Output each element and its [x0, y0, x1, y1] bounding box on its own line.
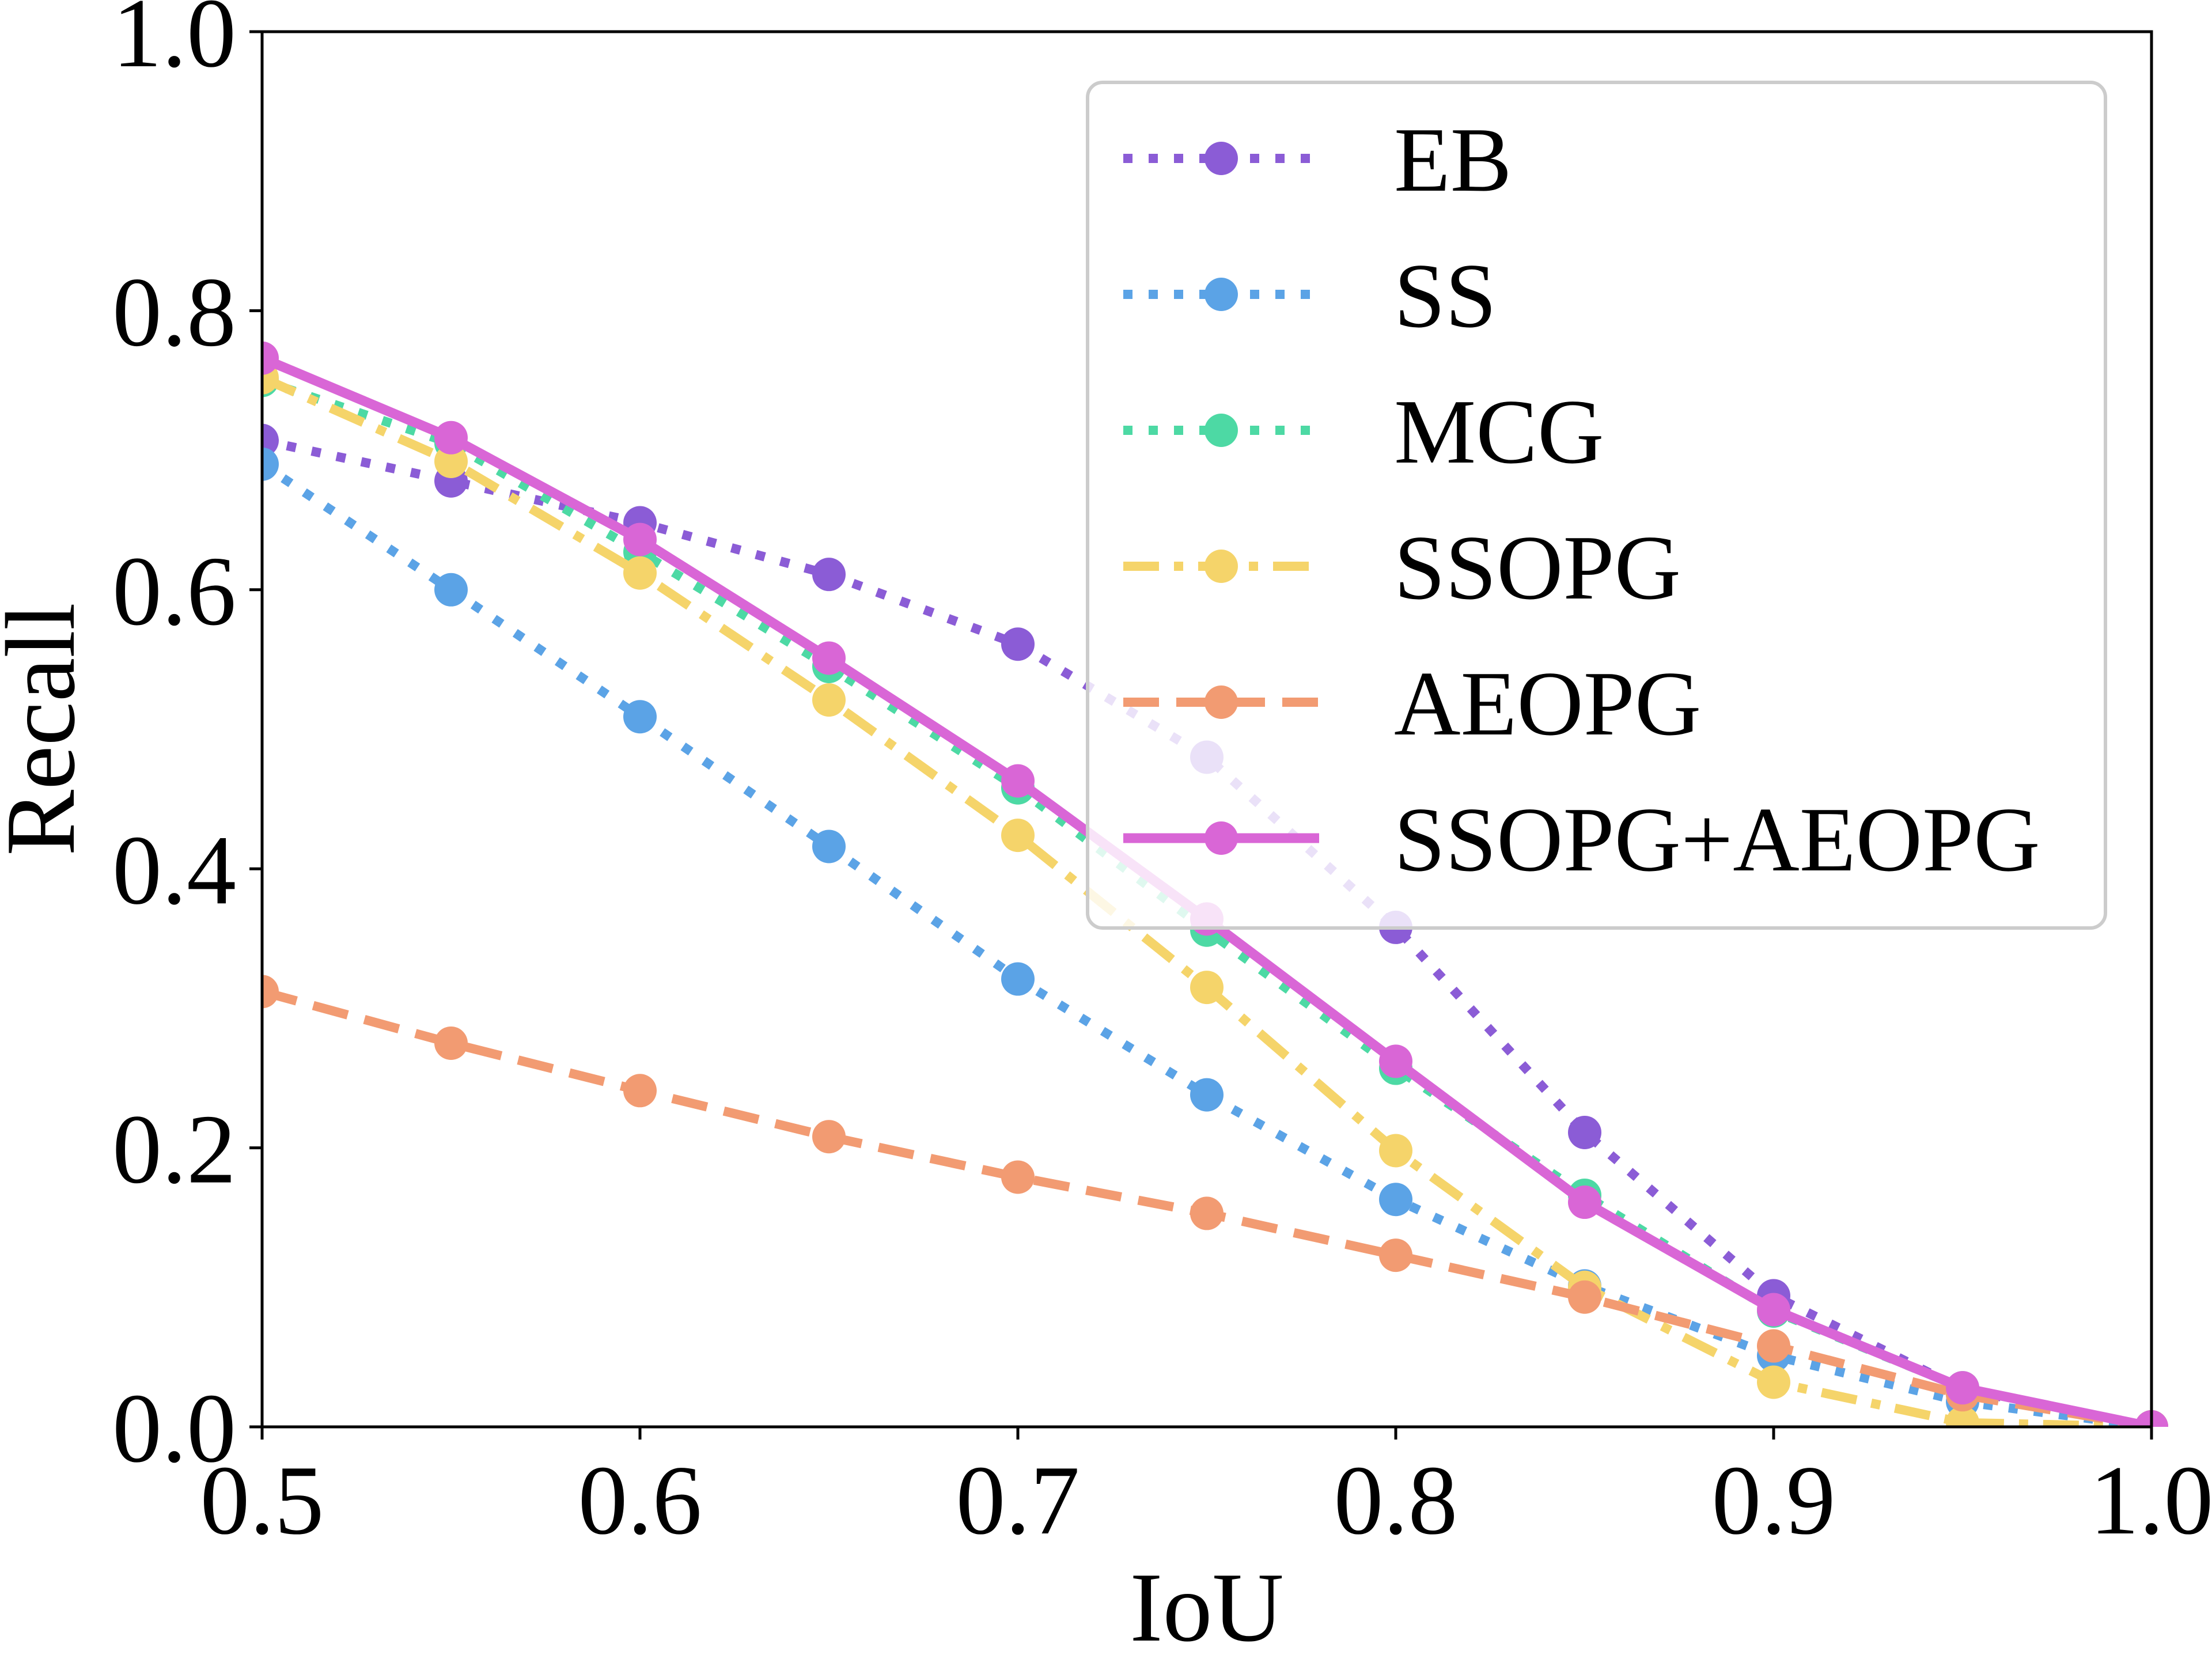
ticks-layer: 0.5 0.6 0.7 0.8 0.9 1.0 0.0 0.2 0.4 0.6 0.8 1.0: [112, 0, 2212, 1555]
data-point-ssopg: [623, 556, 657, 590]
data-point-ssopg-aeopg: [1001, 764, 1035, 798]
y-axis-label: Recall: [0, 603, 96, 855]
data-point-eb: [812, 558, 846, 592]
x-tick-label: 0.7: [956, 1446, 1080, 1555]
y-tick-label: 0.4: [112, 816, 236, 925]
plot-frame: [260, 30, 2153, 1429]
legend-swatch-marker: [1205, 821, 1238, 855]
data-point-eb: [1001, 627, 1035, 661]
data-point-ssopg-aeopg: [1568, 1185, 1601, 1219]
data-point-ss: [1190, 1078, 1224, 1112]
data-point-ss: [1001, 962, 1035, 996]
data-point-ssopg: [1379, 1134, 1412, 1168]
legend-item-ssopg: SSOPG: [1123, 516, 1681, 619]
legend-label: SSOPG: [1394, 516, 1681, 619]
data-point-ssopg-aeopg: [1946, 1371, 1979, 1405]
x-axis-label: IoU: [1130, 1553, 1284, 1659]
series-line-ss: [262, 460, 2153, 1427]
data-point-ssopg: [1190, 971, 1224, 1005]
x-tick-label: 0.8: [1334, 1446, 1458, 1555]
data-point-ss: [434, 573, 468, 607]
data-point-ssopg: [434, 444, 468, 478]
series-aeopg: [262, 975, 2168, 1427]
series-line-eb: [262, 435, 2153, 1427]
x-tick-label: 0.6: [578, 1446, 702, 1555]
data-point-ss: [812, 830, 846, 863]
data-point-ssopg-aeopg: [623, 522, 657, 556]
legend-item-ssopg-aeopg: SSOPG+AEOPG: [1123, 788, 2040, 891]
legend-swatch-marker: [1205, 142, 1238, 175]
data-point-ssopg-aeopg: [1757, 1293, 1790, 1327]
data-point-aeopg: [1001, 1160, 1035, 1194]
legend-item-mcg: MCG: [1123, 380, 1604, 483]
y-tick-label: 0.0: [112, 1374, 236, 1483]
legend-swatch-marker: [1205, 414, 1238, 447]
data-point-ss: [623, 700, 657, 734]
data-point-ssopg: [1757, 1365, 1790, 1399]
data-point-aeopg: [434, 1026, 468, 1060]
legend-item-aeopg: AEOPG: [1123, 652, 1701, 755]
y-tick-label: 0.6: [112, 537, 236, 646]
data-point-ssopg: [812, 683, 846, 717]
legend-box: [1086, 81, 2107, 930]
data-point-aeopg: [1568, 1280, 1601, 1314]
data-point-ssopg-aeopg: [1379, 1044, 1412, 1078]
data-point-ssopg-aeopg: [262, 341, 279, 375]
data-point-eb: [1568, 1115, 1601, 1149]
legend: EB SS MCG SSOPG AEOPG SSOPG+AEOPG: [1086, 81, 2107, 930]
legend-swatch-marker: [1205, 685, 1238, 719]
data-point-aeopg: [1757, 1329, 1790, 1363]
data-point-aeopg: [812, 1120, 846, 1154]
legend-label: EB: [1394, 108, 1512, 211]
legend-label: SS: [1394, 244, 1497, 347]
legend-item-ss: SS: [1123, 244, 1497, 347]
data-point-aeopg: [1379, 1238, 1412, 1272]
series-ss: [262, 447, 2168, 1427]
data-point-ss: [262, 447, 279, 481]
legend-label: AEOPG: [1394, 652, 1701, 755]
data-point-ssopg: [1946, 1406, 1979, 1427]
y-tick-label: 1.0: [112, 0, 236, 88]
y-tick-label: 0.2: [112, 1095, 236, 1205]
legend-swatch-marker: [1205, 278, 1238, 311]
data-point-ssopg-aeopg: [434, 421, 468, 454]
legend-label: MCG: [1394, 380, 1604, 483]
y-tick-label: 0.8: [112, 257, 236, 367]
legend-label: SSOPG+AEOPG: [1394, 788, 2040, 891]
legend-swatch-marker: [1205, 550, 1238, 583]
x-tick-label: 0.9: [1712, 1446, 1836, 1555]
x-tick-label: 0.5: [200, 1446, 324, 1555]
data-point-ss: [1379, 1183, 1412, 1217]
data-point-aeopg: [1190, 1196, 1224, 1230]
legend-item-eb: EB: [1123, 108, 1512, 211]
data-point-aeopg: [623, 1074, 657, 1108]
data-point-ssopg-aeopg: [812, 641, 846, 675]
x-tick-label: 1.0: [2090, 1446, 2212, 1555]
data-point-ssopg: [1001, 819, 1035, 853]
data-point-aeopg: [262, 975, 279, 1009]
